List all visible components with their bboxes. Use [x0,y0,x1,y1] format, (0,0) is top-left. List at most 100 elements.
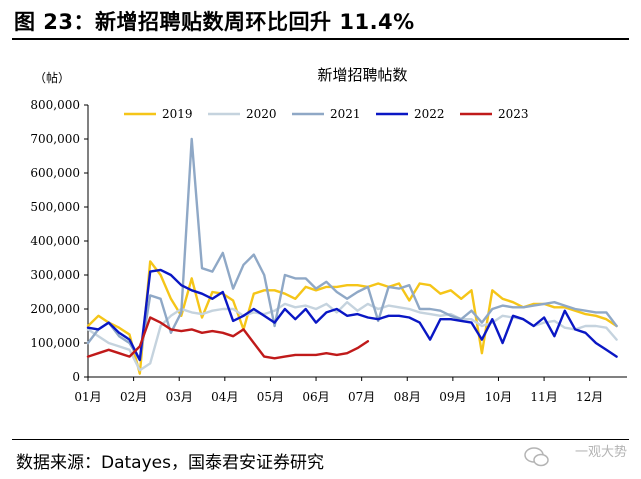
data-point-2020 [304,304,307,307]
data-point-2020 [190,311,193,314]
data-point-2020 [615,338,618,341]
data-point-2022 [615,355,618,358]
data-point-2019 [128,333,131,336]
data-point-2022 [242,314,245,317]
data-point-2022 [429,338,431,341]
data-point-2021 [408,284,411,287]
x-tick-label: 07月 [348,390,375,404]
data-point-2023 [221,331,224,334]
data-point-2022 [346,314,348,317]
data-point-2020 [563,326,566,329]
data-point-2020 [356,309,359,312]
data-point-2022 [481,338,483,341]
x-tick-label: 08月 [394,390,421,404]
data-point-2019 [325,286,328,288]
data-point-2019 [190,277,193,280]
data-point-2021 [211,270,214,273]
line-chart: 新增招聘帖数 （帖） 0 100,000 200,000 300,000 400,000 50… [30,66,627,404]
data-point-2020 [367,303,369,305]
data-point-2022 [87,326,89,329]
data-point-2019 [491,289,494,292]
data-point-2022 [367,316,369,319]
data-point-2023 [294,354,297,356]
series-line-2022 [86,268,618,362]
data-point-2021 [315,287,317,290]
data-point-2020 [294,306,297,309]
y-tick-label: 100,000 [30,336,80,350]
data-point-2021 [180,311,183,314]
data-point-2021 [563,304,566,307]
y-tick-label: 500,000 [30,200,80,214]
data-point-2022 [460,320,463,322]
data-point-2022 [387,314,390,317]
data-point-2019 [605,318,608,321]
data-point-2021 [87,342,89,344]
data-point-2022 [439,318,442,321]
data-point-2020 [221,308,224,310]
data-point-2022 [294,318,297,321]
series-line-2020 [86,301,618,372]
data-point-2021 [449,314,452,317]
data-point-2021 [387,286,390,288]
data-point-2023 [159,321,162,324]
data-point-2023 [242,328,245,331]
data-point-2021 [418,308,421,310]
data-point-2020 [325,303,328,305]
data-point-2021 [356,291,359,293]
data-point-2019 [449,289,452,292]
data-point-2020 [97,335,100,338]
data-point-2019 [460,297,463,300]
data-point-2023 [335,354,338,356]
data-point-2022 [449,318,452,321]
data-point-2021 [605,311,608,314]
data-point-2021 [170,331,172,334]
data-point-2020 [418,311,421,314]
data-point-2022 [522,318,525,321]
data-point-2019 [138,372,141,375]
data-point-2023 [180,330,183,332]
data-point-2021 [584,309,587,312]
data-point-2023 [97,352,100,355]
data-point-2021 [501,304,504,307]
data-point-2019 [149,260,152,263]
data-point-2022 [97,328,100,331]
data-point-2023 [356,347,359,349]
data-point-2020 [335,311,338,314]
data-point-2021 [553,301,556,304]
data-point-2022 [190,289,193,292]
data-point-2023 [201,331,203,334]
data-point-2022 [398,314,400,317]
data-point-2022 [315,321,317,324]
data-point-2019 [429,284,431,287]
data-point-2022 [325,311,328,314]
data-point-2023 [367,340,369,343]
data-point-2022 [574,328,577,331]
data-point-2020 [273,309,276,312]
data-point-2019 [512,301,514,304]
data-point-2020 [128,348,131,351]
y-tick-label: 400,000 [30,234,80,248]
data-point-2023 [87,355,89,358]
wechat-icon [524,447,549,467]
y-tick-label: 600,000 [30,166,80,180]
data-point-2022 [138,359,141,361]
data-point-2019 [346,284,348,287]
data-point-2019 [201,316,203,319]
data-point-2021 [522,306,525,309]
x-tick-label: 01月 [74,390,101,404]
data-point-2022 [284,308,286,310]
data-point-2021 [221,252,224,254]
data-point-2019 [595,314,597,317]
data-point-2023 [325,352,328,355]
series-line-2021 [86,137,618,362]
data-point-2023 [118,352,120,355]
data-point-2021 [294,277,297,280]
data-point-2022 [263,314,266,317]
data-point-2020 [138,369,141,372]
x-tick-label: 06月 [302,390,329,404]
data-point-2021 [284,274,286,276]
data-point-2022 [273,321,276,324]
data-point-2021 [273,325,276,327]
data-point-2020 [149,362,152,365]
data-point-2022 [180,284,183,287]
